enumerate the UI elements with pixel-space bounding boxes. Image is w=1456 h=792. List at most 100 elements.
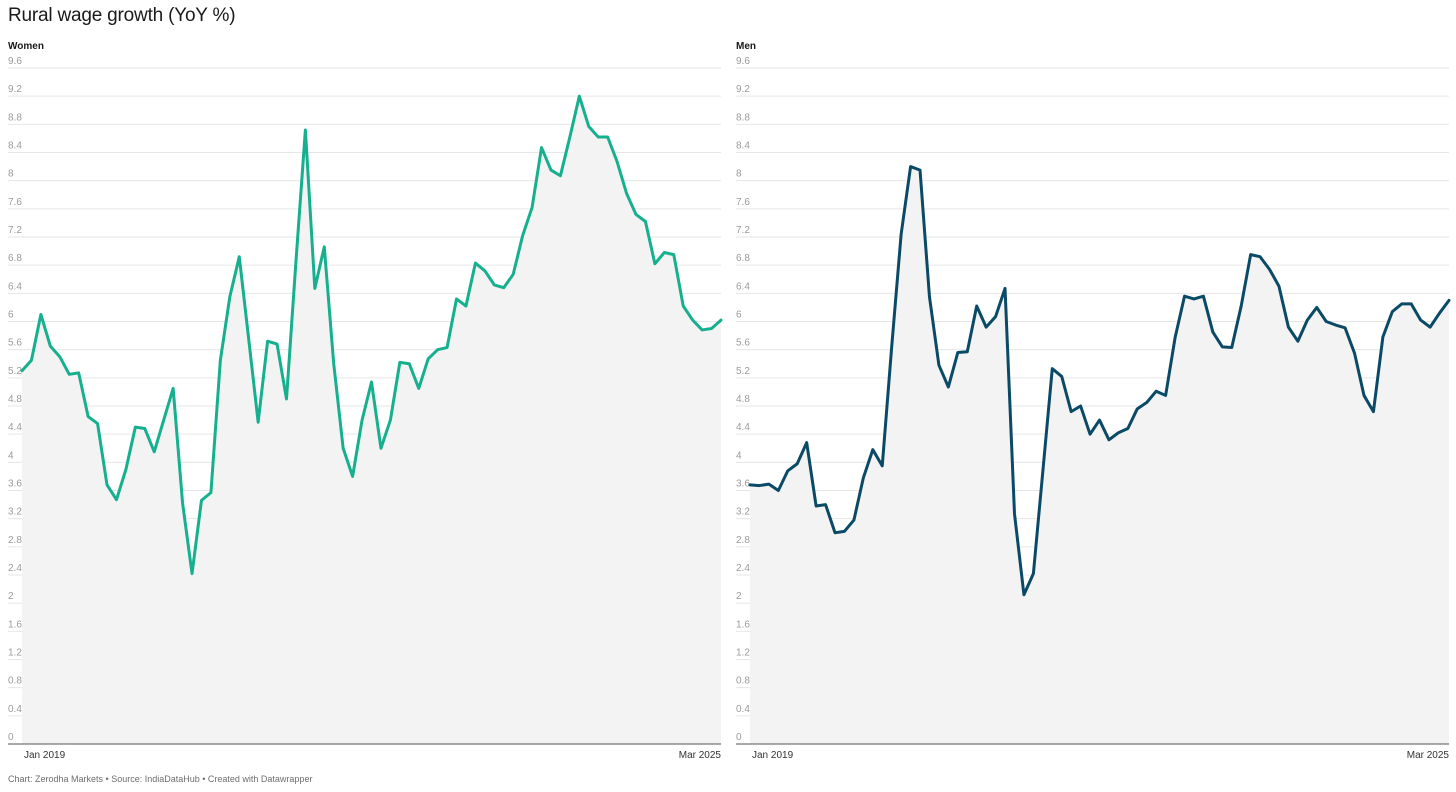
- men-data-point: [1060, 375, 1063, 378]
- men-data-point: [1079, 405, 1082, 408]
- men-data-point: [1362, 394, 1365, 397]
- men-data-point: [1155, 390, 1158, 393]
- women-data-point: [559, 174, 562, 177]
- men-data-point: [1391, 310, 1394, 313]
- men-data-point: [1070, 410, 1073, 413]
- women-data-point: [238, 255, 241, 258]
- men-y-tick-label: 8: [736, 169, 742, 180]
- men-data-point: [1315, 306, 1318, 309]
- men-y-tick-label: 1.2: [736, 648, 750, 659]
- men-data-point: [758, 484, 761, 487]
- men-y-tick-label: 6: [736, 310, 742, 321]
- women-data-point: [606, 136, 609, 139]
- women-data-point: [49, 345, 52, 348]
- men-data-point: [1202, 295, 1205, 298]
- men-data-point: [815, 504, 818, 507]
- women-data-point: [710, 327, 713, 330]
- men-y-tick-label: 1.6: [736, 619, 750, 630]
- men-data-point: [919, 169, 922, 172]
- women-panel-title: Women: [8, 41, 44, 52]
- men-data-point: [796, 462, 799, 465]
- women-y-tick-label: 3.2: [8, 507, 22, 518]
- men-data-point: [1117, 431, 1120, 434]
- women-y-tick-label: 2: [8, 591, 14, 602]
- men-data-point: [805, 441, 808, 444]
- women-data-point: [77, 371, 80, 374]
- men-data-point: [1022, 593, 1025, 596]
- women-data-point: [351, 475, 354, 478]
- women-x-tick-start: Jan 2019: [24, 750, 66, 761]
- men-data-point: [843, 530, 846, 533]
- men-data-point: [1277, 285, 1280, 288]
- women-data-point: [578, 95, 581, 98]
- men-data-point: [1259, 255, 1262, 258]
- men-data-point: [1230, 346, 1233, 349]
- women-data-point: [247, 338, 250, 341]
- women-data-point: [115, 498, 118, 501]
- men-y-tick-label: 4.4: [736, 422, 750, 433]
- women-data-point: [464, 305, 467, 308]
- men-data-point: [909, 165, 912, 168]
- men-data-point: [1268, 268, 1271, 271]
- men-data-point: [975, 305, 978, 308]
- men-chart-panel: Men 0 0.4 0.8 1.2 1.6 2 2.4 2.8 3.2 3.6 4 4.4 4.8 5.2…: [728, 36, 1456, 766]
- women-data-point: [597, 136, 600, 139]
- women-y-tick-label: 4.8: [8, 394, 22, 405]
- women-data-point: [313, 287, 316, 290]
- women-chart-svg: 0 0.4 0.8 1.2 1.6 2 2.4 2.8 3.2 3.6 4 4.4 4.8 5.2 5.6 6…: [8, 56, 723, 761]
- men-data-point: [947, 385, 950, 388]
- women-y-tick-label: 7.2: [8, 225, 22, 236]
- women-data-point: [436, 348, 439, 351]
- women-data-point: [87, 415, 90, 418]
- women-data-point: [587, 125, 590, 128]
- women-y-tick-label: 8: [8, 169, 14, 180]
- women-data-point: [209, 491, 212, 494]
- men-data-point: [985, 326, 988, 329]
- men-data-point: [1438, 312, 1441, 315]
- women-data-point: [512, 273, 515, 276]
- women-y-tick-label: 4.4: [8, 422, 22, 433]
- women-data-point: [398, 361, 401, 364]
- women-y-tick-label: 7.6: [8, 197, 22, 208]
- women-data-point: [153, 450, 156, 453]
- men-data-point: [1164, 394, 1167, 397]
- women-data-point: [294, 260, 297, 263]
- chart-footer: Chart: Zerodha Markets • Source: IndiaDa…: [8, 774, 313, 784]
- women-y-tick-label: 0.8: [8, 676, 22, 687]
- men-data-point: [1098, 419, 1101, 422]
- women-data-point: [266, 340, 269, 343]
- women-data-point: [200, 499, 203, 502]
- women-data-point: [549, 169, 552, 172]
- men-data-point: [1410, 302, 1413, 305]
- women-data-point: [342, 447, 345, 450]
- men-y-tick-label: 7.6: [736, 197, 750, 208]
- women-data-point: [30, 359, 33, 362]
- women-data-point: [257, 421, 260, 424]
- women-data-point: [172, 387, 175, 390]
- women-data-point: [304, 128, 307, 131]
- women-data-point: [531, 206, 534, 209]
- men-data-point: [1107, 438, 1110, 441]
- men-data-point: [1334, 324, 1337, 327]
- women-data-point: [181, 502, 184, 505]
- men-data-point: [1013, 512, 1016, 515]
- men-data-point: [871, 448, 874, 451]
- men-data-point: [1325, 320, 1328, 323]
- men-data-point: [1145, 401, 1148, 404]
- men-y-tick-label: 4: [736, 450, 742, 461]
- men-data-point: [1174, 336, 1177, 339]
- men-x-tick-end: Mar 2025: [1407, 750, 1450, 761]
- men-data-point: [1296, 340, 1299, 343]
- men-data-point: [1372, 410, 1375, 413]
- women-data-point: [691, 319, 694, 322]
- women-data-point: [106, 483, 109, 486]
- women-data-point: [720, 319, 723, 322]
- men-data-point: [1287, 326, 1290, 329]
- men-data-point: [956, 351, 959, 354]
- men-x-tick-start: Jan 2019: [752, 750, 794, 761]
- men-data-point: [767, 483, 770, 486]
- women-data-point: [653, 262, 656, 265]
- men-y-tick-label: 5.6: [736, 338, 750, 349]
- women-x-tick-end: Mar 2025: [679, 750, 722, 761]
- men-data-point: [1400, 302, 1403, 305]
